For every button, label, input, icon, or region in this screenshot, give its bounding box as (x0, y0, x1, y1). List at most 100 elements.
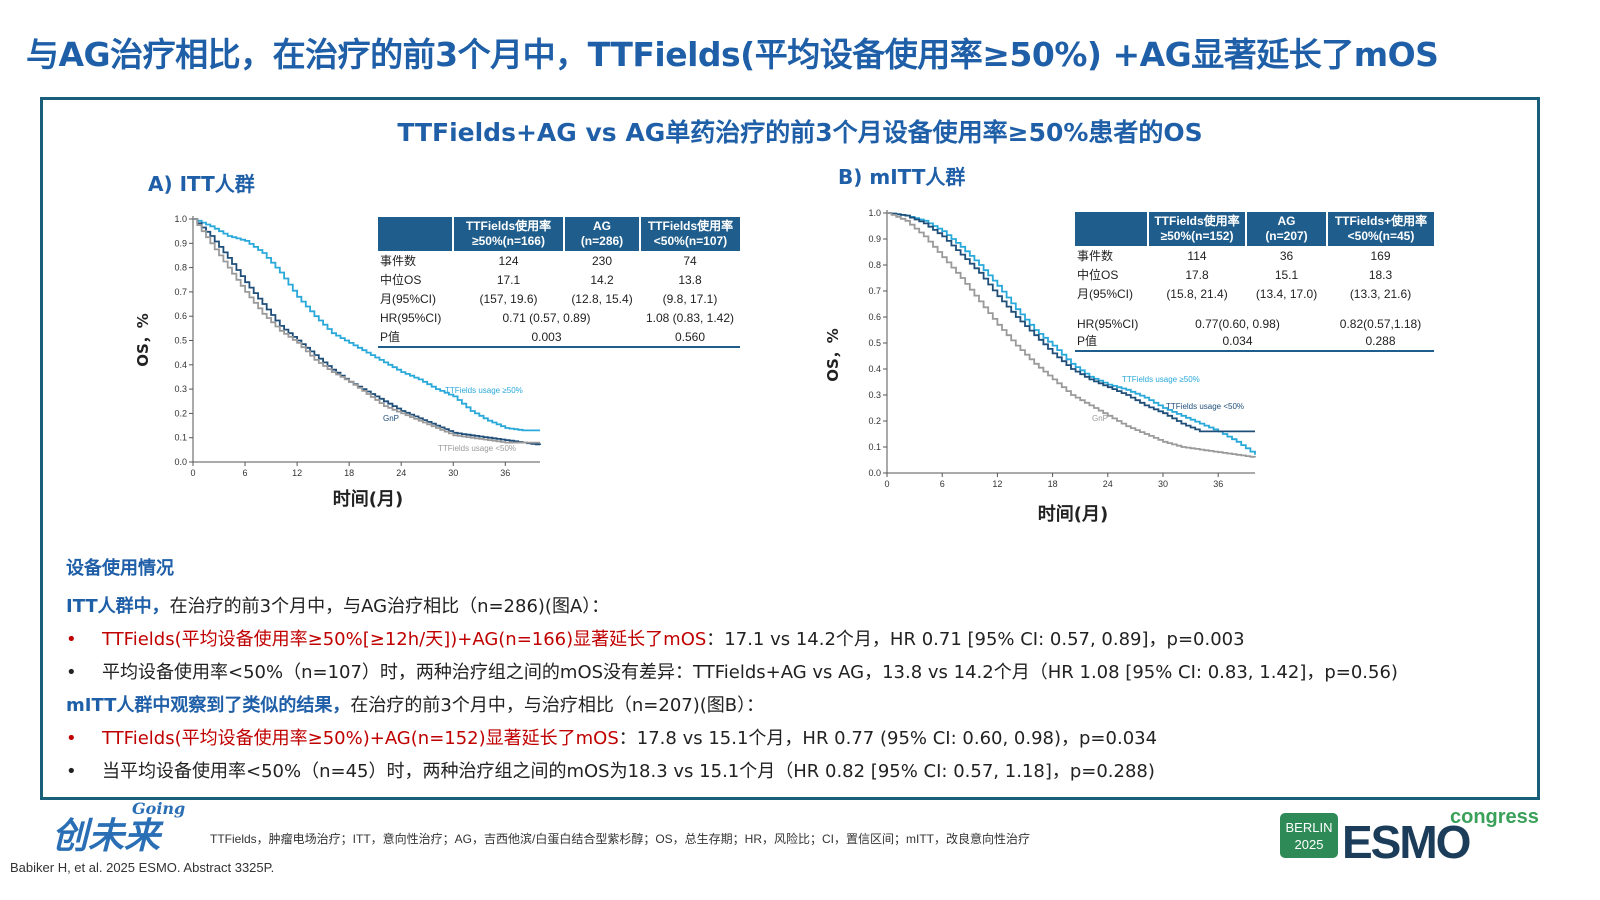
panel-b-label: B) mITT人群 (838, 165, 966, 189)
notes-heading: 设备使用情况 (66, 558, 174, 579)
svg-text:ESMO: ESMO (1342, 816, 1470, 860)
row-label: P值 (378, 327, 453, 348)
y-tick-label: 0.5 (174, 336, 187, 346)
x-tick-label: 12 (292, 468, 302, 478)
km-plot-b: 0.0 0.1 0.2 0.3 0.4 0.5 0.6 0.7 0.8 0.9 1.0 0 6 12 18 2… (824, 208, 1256, 525)
cell: 36 (1279, 248, 1294, 263)
y-tick-label: 1.0 (174, 214, 187, 224)
y-tick-label: 0.0 (174, 457, 187, 467)
esmo-badge (1280, 813, 1338, 858)
mitt-bullet-2: • 当平均设备使用率<50%（n=45）时，两种治疗组之间的mOS为18.3 vs… (66, 761, 1155, 782)
cell: 17.8 (1185, 267, 1209, 282)
x-tick-label: 36 (1213, 479, 1223, 489)
x-tick-label: 36 (500, 468, 510, 478)
stats-table-a: TTFields使用率 ≥50%(n=166) AG (n=286) TTFie… (378, 217, 740, 348)
series-label: TTFields usage ≥50% (445, 386, 523, 395)
row-label: 月(95%CI) (380, 292, 437, 306)
cell: (12.8, 15.4) (571, 291, 633, 306)
cell: 114 (1187, 248, 1207, 263)
svg-text:创未来: 创未来 (52, 816, 164, 855)
x-tick-label: 6 (243, 468, 248, 478)
cell: 13.8 (678, 272, 702, 287)
svg-text:congress: congress (1450, 806, 1539, 828)
header-a-2: TTFields使用率 <50%(n=107) (640, 217, 740, 251)
km-plot-a: 0.0 0.1 0.2 0.3 0.4 0.5 0.6 0.7 0.8 0.9 1.0 0 6 12 18 2… (134, 214, 541, 510)
y-tick-label: 1.0 (868, 208, 881, 218)
y-tick-label: 0.6 (868, 312, 881, 322)
svg-text:2025: 2025 (1295, 837, 1324, 852)
cell: 169 (1370, 248, 1391, 263)
svg-text:BERLIN: BERLIN (1286, 820, 1333, 835)
x-axis-title: 时间(月) (333, 489, 403, 510)
cell: (13.4, 17.0) (1255, 286, 1318, 301)
x-tick-label: 30 (448, 468, 458, 478)
y-tick-label: 0.6 (174, 311, 187, 321)
cell: 230 (591, 253, 613, 268)
x-tick-label: 12 (992, 479, 1002, 489)
y-tick-label: 0.8 (174, 263, 187, 273)
row-label: 事件数 (1077, 249, 1114, 263)
x-tick-label: 18 (1048, 479, 1058, 489)
x-axis-title: 时间(月) (1038, 504, 1108, 525)
itt-bullet-2: • 平均设备使用率<50%（n=107）时，两种治疗组之间的mOS没有差异：TTF… (66, 662, 1398, 683)
km-curve (193, 218, 540, 432)
mitt-lead: mITT人群中观察到了类似的结果，在治疗的前3个月中，与治疗相比（n=207)(… (66, 695, 765, 716)
series-label: TTFields usage <50% (438, 444, 516, 453)
svg-text:Going: Going (132, 800, 185, 818)
cell: 15.1 (1274, 267, 1299, 282)
header-b-1: AG (n=207) (1246, 212, 1328, 246)
y-tick-label: 0.7 (868, 286, 881, 296)
cell: 0.82(0.57,1.18) (1339, 317, 1422, 331)
y-tick-label: 0.5 (868, 338, 881, 348)
itt-bullet-1: • TTFields(平均设备使用率≥50%[≥12h/天])+AG(n=166)… (66, 629, 1245, 650)
row-label: P值 (1075, 331, 1148, 352)
row-label: HR(95%CI) (380, 310, 442, 325)
cell: 0.003 (453, 327, 640, 348)
km-curve (887, 212, 1255, 433)
x-tick-label: 0 (190, 468, 195, 478)
cell: 0.77(0.60, 0.98) (1195, 317, 1280, 331)
row-label: 月(95%CI) (1077, 287, 1134, 301)
cell: (9.8, 17.1) (662, 291, 718, 306)
slide-title: 与AG治疗相比，在治疗的前3个月中，TTFields(平均设备使用率≥50%) … (26, 35, 1439, 74)
series-label: GnP (1092, 414, 1108, 423)
y-tick-label: 0.3 (174, 384, 187, 394)
abbreviations: TTFields，肿瘤电场治疗；ITT，意向性治疗；AG，吉西他滨/白蛋白结合型… (210, 832, 1031, 846)
header-a-0: TTFields使用率 ≥50%(n=166) (453, 217, 565, 251)
panel-a-label: A) ITT人群 (148, 172, 255, 196)
y-tick-label: 0.2 (174, 408, 187, 418)
series-label: TTFields usage ≥50% (1122, 375, 1200, 384)
x-tick-label: 24 (1103, 479, 1113, 489)
y-tick-label: 0.0 (868, 468, 881, 478)
cell: 124 (498, 253, 519, 268)
mitt-bullet-1: • TTFields(平均设备使用率≥50%)+AG(n=152)显著延长了mOS… (66, 728, 1158, 749)
row-label: 事件数 (380, 254, 417, 268)
y-tick-label: 0.7 (174, 287, 187, 297)
row-label: HR(95%CI) (1077, 317, 1139, 331)
y-tick-label: 0.1 (868, 442, 881, 452)
header-b-2: TTFields+使用率 <50%(n=45) (1327, 212, 1434, 246)
y-axis-title: OS，% (824, 328, 842, 382)
x-tick-label: 18 (344, 468, 354, 478)
cell: 18.3 (1368, 267, 1393, 282)
esmo-congress-logo: BERLIN 2025 ESMO congress (1280, 806, 1539, 860)
cell: 74 (683, 253, 697, 268)
y-tick-label: 0.2 (868, 416, 881, 426)
y-tick-label: 0.1 (174, 433, 187, 443)
y-tick-label: 0.4 (868, 364, 881, 374)
cell: (15.8, 21.4) (1166, 286, 1228, 301)
series-label: GnP (383, 414, 399, 423)
row-label: 中位OS (1077, 268, 1119, 282)
going-logo: Going 创未来 (52, 800, 185, 855)
y-tick-label: 0.9 (868, 234, 881, 244)
cell: 0.560 (640, 327, 740, 348)
cell: 14.2 (590, 272, 614, 287)
cell: (157, 19.6) (479, 291, 538, 306)
y-axis-title: OS，% (134, 313, 152, 367)
cell: 17.1 (496, 272, 521, 287)
km-curve (887, 212, 1256, 458)
cell: 0.71 (0.57, 0.89) (502, 310, 591, 325)
y-tick-label: 0.8 (868, 260, 881, 270)
itt-lead: ITT人群中，在治疗的前3个月中，与AG治疗相比（n=286)(图A）： (66, 596, 610, 617)
